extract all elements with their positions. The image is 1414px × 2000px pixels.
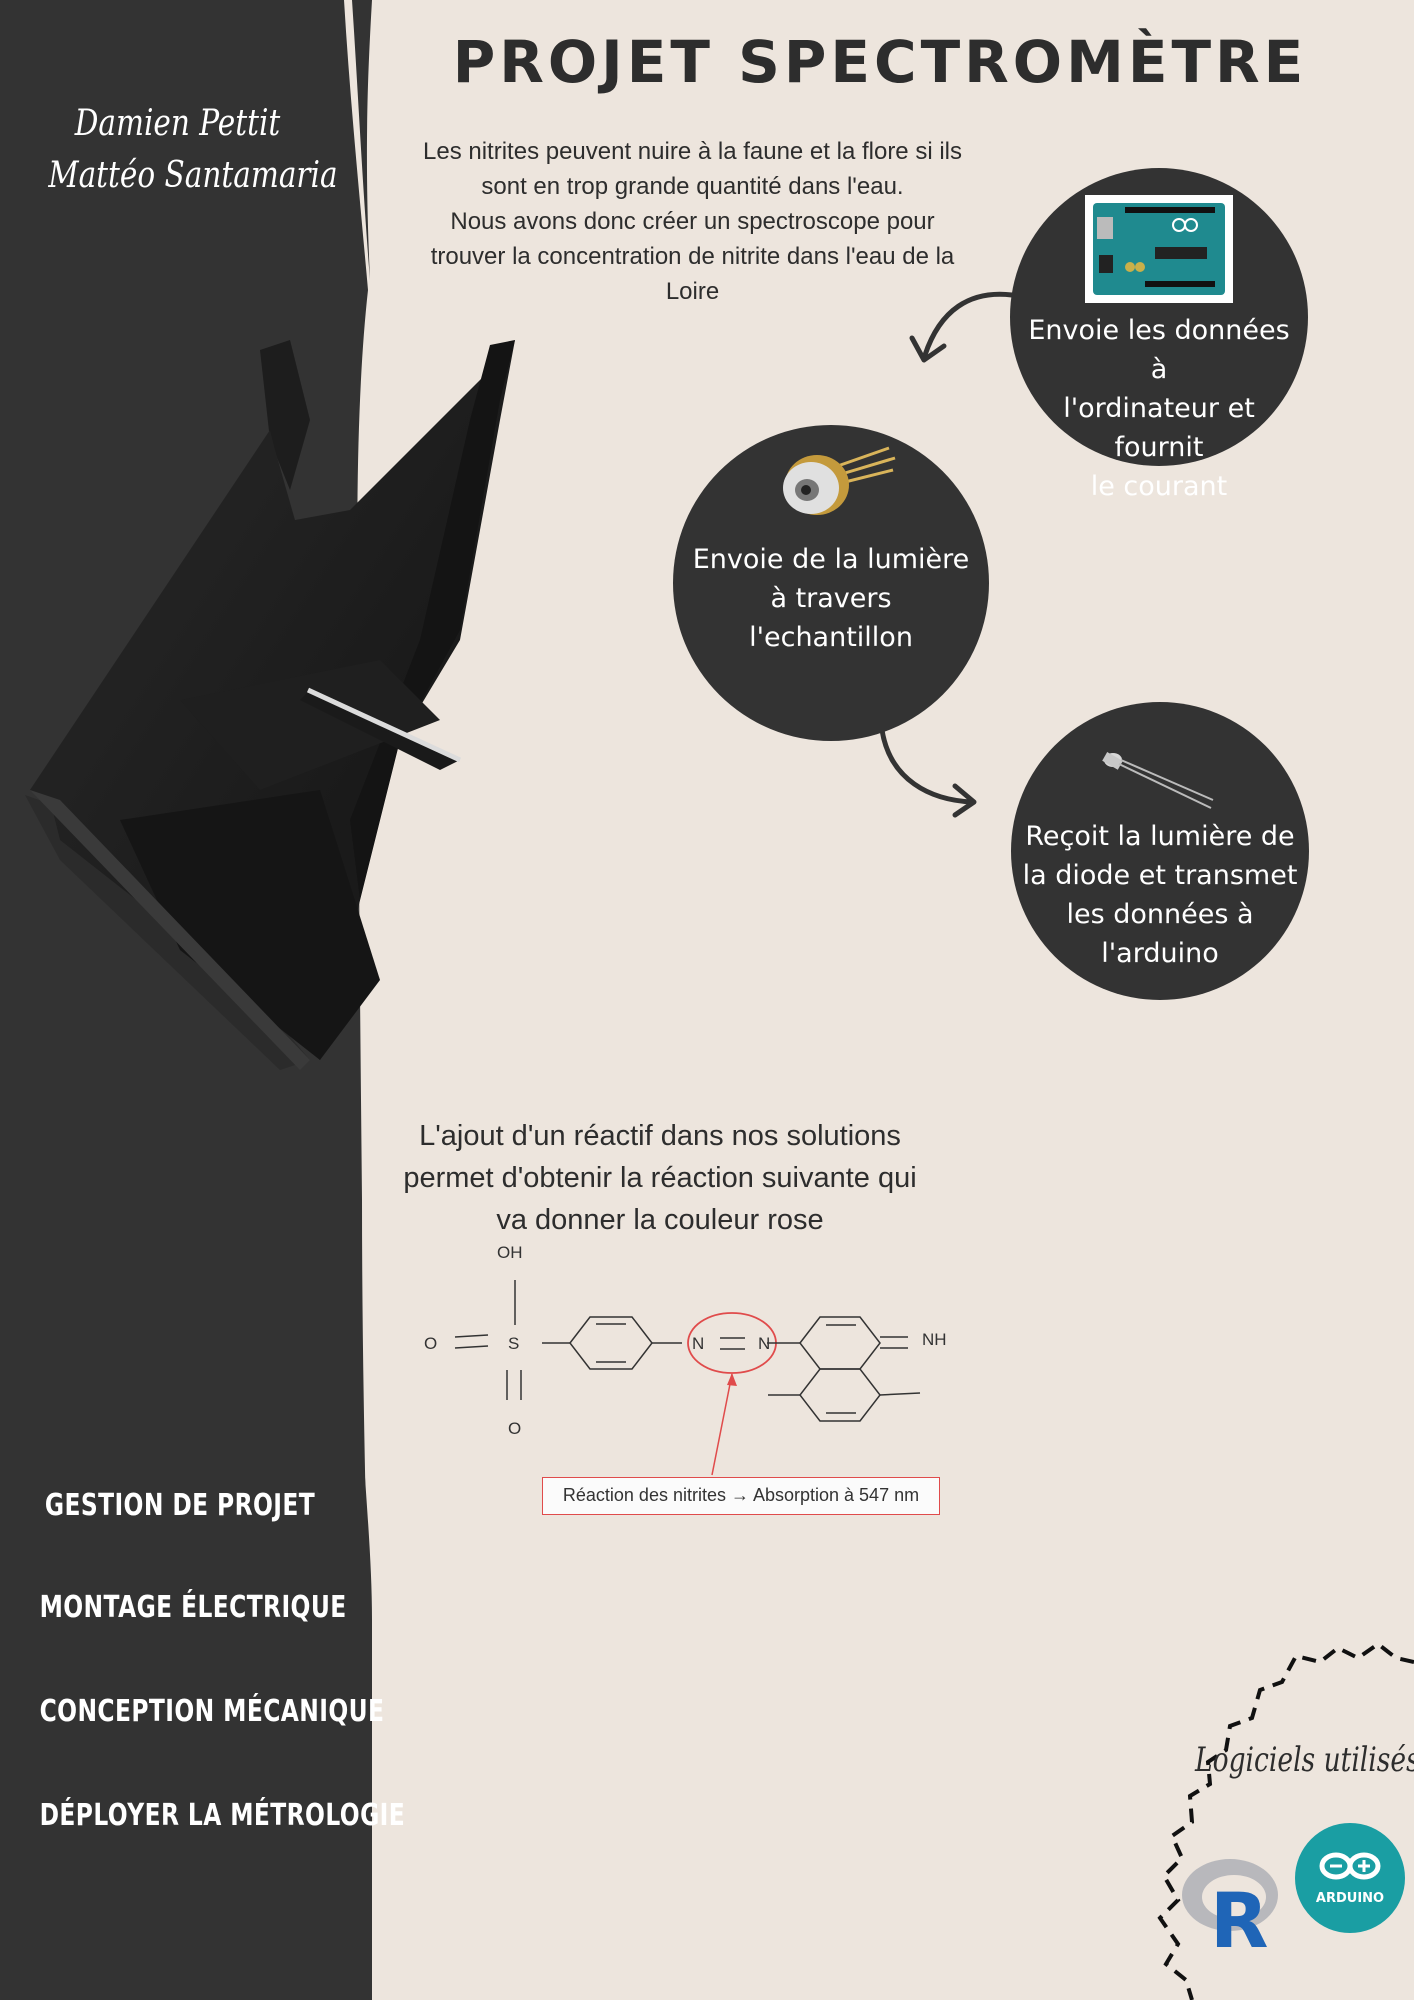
arduino-desc-line: Envoie les données à bbox=[1028, 315, 1290, 385]
authors: Damien Pettit Mattéo Santamaria bbox=[48, 98, 338, 202]
arrow-arduino-to-text bbox=[922, 291, 1015, 358]
spectrometer-box-photo bbox=[25, 340, 515, 1070]
intro-text: Les nitrites peuvent nuire à la faune et… bbox=[400, 134, 985, 309]
reaction-label: Réaction des nitrites → Absorption à 547… bbox=[542, 1477, 940, 1515]
sensor-desc-line: les données à bbox=[1066, 899, 1254, 930]
author-2: Mattéo Santamaria bbox=[48, 155, 338, 196]
arduino-logo-icon: ARDUINO bbox=[1295, 1823, 1405, 1933]
arduino-desc-line: l'ordinateur et fournit bbox=[1063, 393, 1255, 463]
intro-line: Nous avons donc créer un spectroscope po… bbox=[450, 208, 935, 235]
photodiode-icon bbox=[1102, 752, 1214, 809]
laser-desc-line: l'echantillon bbox=[749, 622, 913, 653]
laser-desc-line: à travers bbox=[770, 583, 892, 614]
atom-n2: N bbox=[758, 1334, 771, 1353]
intro-line: trouver la concentration de nitrite dans… bbox=[430, 243, 955, 270]
software-frame bbox=[1157, 1641, 1414, 2000]
reaction-line: permet d'obtenir la réaction suivante qu… bbox=[403, 1162, 917, 1194]
laser-diode-icon bbox=[783, 446, 896, 515]
intro-line: Loire bbox=[665, 278, 720, 305]
sensor-desc-line: l'arduino bbox=[1101, 938, 1219, 969]
software-heading: Logiciels utilisés bbox=[1195, 1740, 1414, 1780]
reaction-line: L'ajout d'un réactif dans nos solutions bbox=[419, 1120, 901, 1152]
atom-nh: NH bbox=[922, 1330, 947, 1349]
arrowhead-arduino bbox=[909, 335, 947, 363]
nav-gestion-projet: GESTION DE PROJET bbox=[44, 1488, 316, 1523]
sensor-circle: Reçoit la lumière de la diode et transme… bbox=[1011, 702, 1309, 1000]
atom-s: S bbox=[508, 1334, 520, 1353]
r-logo-text: R bbox=[1210, 1876, 1269, 1951]
arrowhead-sensor bbox=[952, 783, 977, 818]
laser-circle: Envoie de la lumière à travers l'echanti… bbox=[673, 425, 989, 741]
laser-desc-line: Envoie de la lumière bbox=[692, 544, 970, 575]
nav-conception-mecanique: CONCEPTION MÉCANIQUE bbox=[39, 1694, 385, 1729]
reaction-text: L'ajout d'un réactif dans nos solutions … bbox=[390, 1115, 930, 1241]
arrow-laser-to-sensor bbox=[879, 727, 975, 805]
arduino-board-icon bbox=[1085, 195, 1233, 303]
atom-o-left: O bbox=[424, 1334, 438, 1353]
nav-deployer-metrologie: DÉPLOYER LA MÉTROLOGIE bbox=[39, 1798, 406, 1833]
r-logo-icon: R bbox=[1182, 1859, 1278, 1951]
atom-n1: N bbox=[692, 1334, 705, 1353]
atom-oh: OH bbox=[497, 1243, 523, 1262]
intro-line: Les nitrites peuvent nuire à la faune et… bbox=[423, 138, 962, 165]
arduino-desc-line: le courant bbox=[1090, 471, 1228, 502]
chemical-structure bbox=[454, 1280, 921, 1476]
sensor-desc-line: Reçoit la lumière de bbox=[1025, 821, 1295, 852]
sensor-desc-line: la diode et transmet bbox=[1022, 860, 1298, 891]
author-1: Damien Pettit bbox=[74, 103, 281, 144]
nav-montage-electrique: MONTAGE ÉLECTRIQUE bbox=[39, 1590, 347, 1625]
page-title: PROJET SPECTROMÈTRE bbox=[452, 28, 1308, 96]
arduino-logo-text: ARDUINO bbox=[1316, 1891, 1384, 1906]
reaction-line: va donner la couleur rose bbox=[496, 1204, 824, 1236]
intro-line: sont en trop grande quantité dans l'eau. bbox=[481, 173, 904, 200]
atom-o-bottom: O bbox=[508, 1419, 522, 1438]
arduino-circle: Envoie les données à l'ordinateur et fou… bbox=[1010, 168, 1308, 502]
